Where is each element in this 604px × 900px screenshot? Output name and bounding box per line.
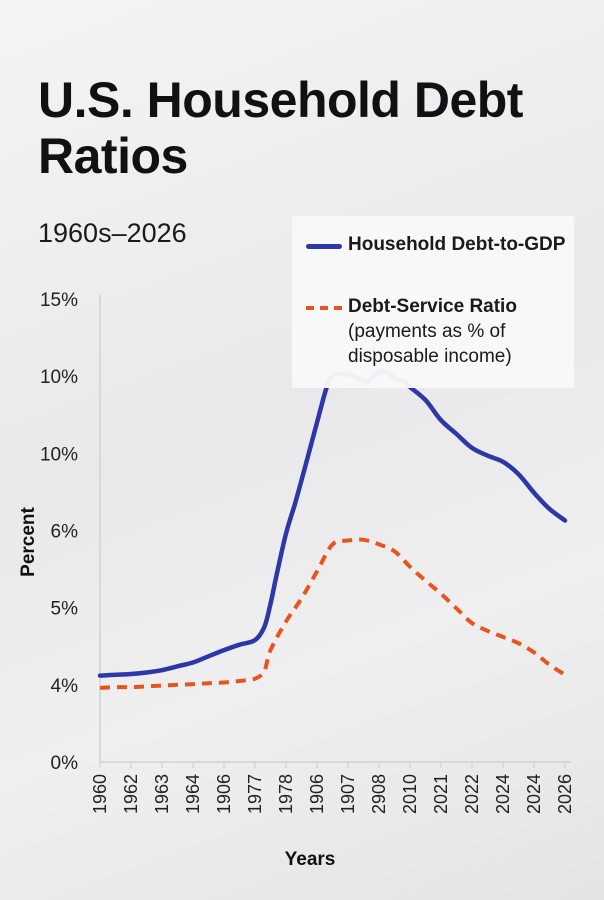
legend-swatch-solid-line (306, 244, 342, 249)
legend-label-debt-to-gdp: Household Debt-to-GDP (348, 234, 566, 255)
x-tick-label: 2024 (493, 774, 513, 814)
y-tick-label: 6% (51, 522, 79, 543)
legend-text-block: Debt-Service Ratio (payments as % of dis… (348, 294, 574, 369)
series-line-debt-service (99, 537, 567, 690)
x-tick-label: 1977 (245, 774, 265, 814)
x-tick-label: 1964 (183, 774, 203, 814)
x-tick-label: 2021 (431, 774, 451, 814)
legend-swatch-dashed-line (306, 306, 342, 310)
y-tick-label: 0% (51, 753, 79, 774)
x-tick-label: 2026 (555, 774, 575, 814)
y-tick-label: 5% (51, 599, 79, 620)
x-tick-label: 1978 (276, 774, 296, 814)
x-axis-title: Years (285, 849, 336, 870)
y-axis-title: Percent (18, 506, 39, 576)
x-tick-label: 1906 (307, 774, 327, 814)
x-tick-label: 1960 (90, 774, 110, 814)
y-tick-label: 10% (40, 367, 78, 388)
legend-description-debt-service: (payments as % of disposable income) (348, 321, 512, 367)
y-tick-label: 10% (40, 444, 78, 465)
legend-label-debt-service: Debt-Service Ratio (348, 296, 517, 317)
y-tick-label: 15% (40, 290, 78, 311)
x-tick-label: 2024 (524, 774, 544, 814)
y-tick-label: 4% (51, 676, 79, 697)
x-tick-label: 2908 (369, 774, 389, 814)
chart-title: U.S. Household Debt Ratios (38, 72, 523, 184)
chart-subtitle: 1960s–2026 (38, 218, 187, 248)
x-tick-label: 1962 (121, 774, 141, 814)
series-line-debt-to-gdp (97, 368, 568, 678)
x-tick-label: 2010 (400, 774, 420, 814)
chart-legend: Household Debt-to-GDP Debt-Service Ratio… (292, 216, 574, 388)
x-tick-label: 1963 (152, 774, 172, 814)
x-tick-label: 2022 (462, 774, 482, 814)
x-tick-label: 1906 (214, 774, 234, 814)
x-tick-label: 1907 (338, 774, 358, 814)
